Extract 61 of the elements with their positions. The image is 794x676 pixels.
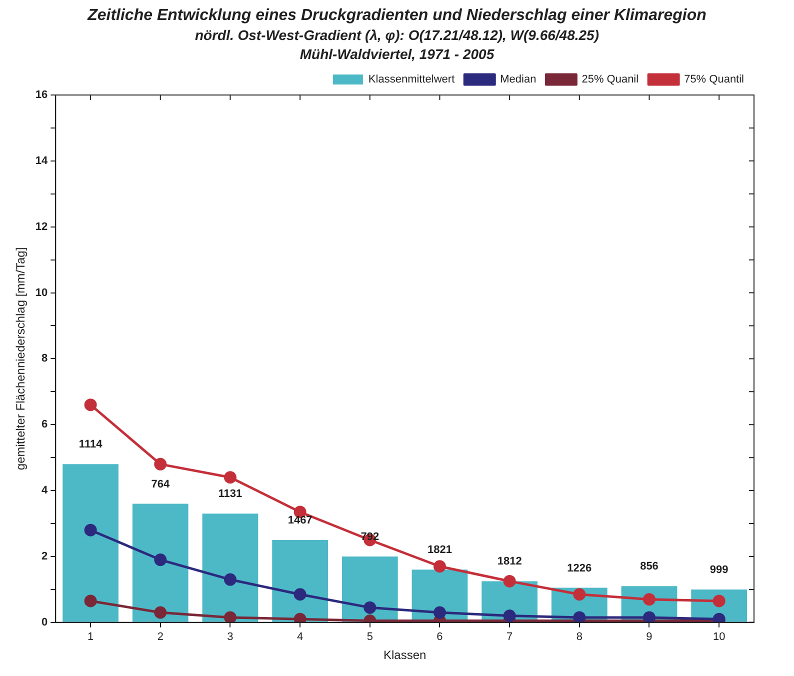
legend-label: Median <box>500 74 536 86</box>
x-tick-label: 2 <box>157 631 164 644</box>
annotation: 1114 <box>78 438 104 451</box>
x-tick-label: 8 <box>576 631 582 644</box>
point <box>294 588 306 601</box>
annotation: 1467 <box>288 514 312 527</box>
y-axis-title: gemittelter Flächenniederschlag [mm/Tag] <box>14 247 28 470</box>
x-tick-label: 1 <box>87 631 94 644</box>
point <box>712 594 726 608</box>
point <box>503 574 516 588</box>
annotation: 1812 <box>497 556 522 568</box>
legend-label: 25% Quanil <box>582 74 639 86</box>
legend-label: 75% Quantil <box>684 74 744 86</box>
point <box>224 573 236 586</box>
point <box>642 611 656 622</box>
y-tick-label: 2 <box>42 550 48 563</box>
annotation: 1131 <box>218 488 242 500</box>
point <box>84 524 97 536</box>
bar <box>202 514 258 622</box>
x-tick-label: 4 <box>297 631 304 644</box>
chart-title: Zeitliche Entwicklung eines Druckgradienten und Niederschlag einer Klimaregion <box>86 6 708 26</box>
x-tick-label: 7 <box>506 631 513 644</box>
annotation: 764 <box>151 478 170 490</box>
point <box>154 554 167 566</box>
point <box>224 611 236 622</box>
point <box>224 471 236 484</box>
point <box>573 588 586 601</box>
y-tick-label: 10 <box>35 286 48 299</box>
point <box>154 458 167 470</box>
y-tick-label: 4 <box>42 484 49 497</box>
annotation: 856 <box>640 560 658 573</box>
y-tick-label: 8 <box>42 352 48 365</box>
x-axis-title: Klassen <box>383 648 426 662</box>
y-tick-label: 0 <box>42 616 48 628</box>
annotation: 1821 <box>427 544 452 556</box>
legend-label: Klassenmittelwert <box>368 74 455 86</box>
y-tick-label: 14 <box>35 154 49 167</box>
point <box>642 593 656 606</box>
x-tick-label: 3 <box>227 631 234 644</box>
x-tick-label: 6 <box>436 631 443 644</box>
point <box>503 610 516 622</box>
point <box>573 611 586 622</box>
annotation: 999 <box>710 564 728 576</box>
x-tick-label: 5 <box>366 631 373 644</box>
bar <box>132 504 188 622</box>
x-tick-label: 9 <box>646 631 652 644</box>
point <box>84 398 97 412</box>
y-tick-label: 6 <box>42 418 48 431</box>
point <box>294 612 306 622</box>
y-tick-label: 12 <box>35 220 48 233</box>
chart-subtitle: nördl. Ost-West-Gradient (λ, φ): O(17.21/48.12), W(9.66/48.25) Mühl-Waldviertel, 1971 - 2005 <box>194 26 600 64</box>
point <box>433 606 446 619</box>
x-tick-label: 10 <box>712 631 726 644</box>
point <box>433 560 446 573</box>
annotation: 1226 <box>567 562 592 574</box>
point <box>364 601 376 614</box>
point <box>154 606 167 619</box>
y-tick-label: 16 <box>35 89 48 102</box>
bar <box>272 540 328 622</box>
bar <box>62 464 118 622</box>
point <box>84 594 97 608</box>
